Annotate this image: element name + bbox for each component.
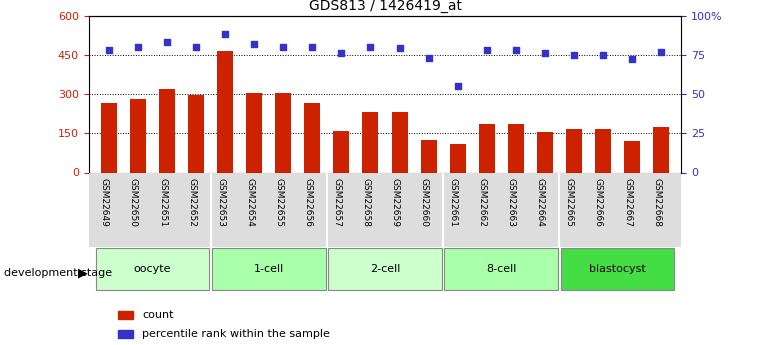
Text: GSM22658: GSM22658 bbox=[361, 178, 370, 227]
FancyBboxPatch shape bbox=[328, 248, 442, 290]
Point bbox=[306, 44, 319, 50]
Text: GSM22668: GSM22668 bbox=[652, 178, 661, 227]
Text: GSM22662: GSM22662 bbox=[477, 178, 487, 227]
Text: oocyte: oocyte bbox=[134, 264, 171, 274]
Bar bbox=[130, 99, 146, 172]
Bar bbox=[624, 141, 640, 172]
Point bbox=[655, 49, 668, 55]
Bar bbox=[363, 112, 379, 172]
Text: count: count bbox=[142, 310, 173, 320]
Text: GSM22660: GSM22660 bbox=[420, 178, 429, 227]
Text: GSM22659: GSM22659 bbox=[390, 178, 400, 227]
Bar bbox=[119, 330, 133, 338]
Point bbox=[567, 52, 580, 58]
FancyBboxPatch shape bbox=[444, 248, 558, 290]
Text: percentile rank within the sample: percentile rank within the sample bbox=[142, 329, 330, 339]
Text: blastocyst: blastocyst bbox=[589, 264, 646, 274]
Point bbox=[219, 32, 231, 37]
FancyBboxPatch shape bbox=[212, 248, 326, 290]
Bar bbox=[304, 103, 320, 172]
Bar bbox=[119, 311, 133, 319]
Point bbox=[161, 39, 173, 45]
Bar bbox=[276, 93, 291, 172]
Point bbox=[597, 52, 609, 58]
Point bbox=[364, 44, 377, 50]
Point bbox=[480, 47, 493, 53]
Text: GSM22661: GSM22661 bbox=[449, 178, 457, 227]
Text: GSM22664: GSM22664 bbox=[536, 178, 545, 227]
Text: GSM22655: GSM22655 bbox=[274, 178, 283, 227]
Text: GSM22652: GSM22652 bbox=[187, 178, 196, 227]
Text: 8-cell: 8-cell bbox=[486, 264, 517, 274]
Bar bbox=[566, 129, 582, 172]
Point bbox=[277, 44, 290, 50]
Text: GSM22649: GSM22649 bbox=[100, 178, 109, 227]
Title: GDS813 / 1426419_at: GDS813 / 1426419_at bbox=[309, 0, 461, 13]
Bar bbox=[101, 103, 117, 172]
Point bbox=[451, 83, 464, 89]
FancyBboxPatch shape bbox=[95, 248, 209, 290]
Text: 1-cell: 1-cell bbox=[253, 264, 284, 274]
Point bbox=[102, 47, 115, 53]
Point bbox=[510, 47, 522, 53]
Text: GSM22657: GSM22657 bbox=[333, 178, 341, 227]
FancyBboxPatch shape bbox=[561, 248, 675, 290]
Bar bbox=[246, 93, 263, 172]
Text: development stage: development stage bbox=[4, 268, 112, 277]
Bar bbox=[420, 140, 437, 172]
Point bbox=[393, 46, 406, 51]
Text: 2-cell: 2-cell bbox=[370, 264, 400, 274]
Bar bbox=[217, 51, 233, 172]
Bar bbox=[450, 144, 466, 172]
Text: GSM22665: GSM22665 bbox=[565, 178, 574, 227]
Text: GSM22651: GSM22651 bbox=[158, 178, 167, 227]
Point bbox=[248, 41, 260, 47]
Bar bbox=[159, 89, 175, 172]
Bar bbox=[391, 112, 407, 172]
Point bbox=[626, 57, 638, 62]
Text: GSM22663: GSM22663 bbox=[507, 178, 516, 227]
Point bbox=[539, 50, 551, 56]
Text: GSM22654: GSM22654 bbox=[245, 178, 254, 227]
Text: GSM22653: GSM22653 bbox=[216, 178, 225, 227]
Bar bbox=[333, 131, 350, 172]
Bar bbox=[595, 129, 611, 172]
Bar bbox=[537, 132, 553, 172]
Text: GSM22666: GSM22666 bbox=[594, 178, 603, 227]
Point bbox=[190, 44, 203, 50]
Bar bbox=[188, 95, 204, 172]
Point bbox=[423, 55, 435, 61]
Text: GSM22656: GSM22656 bbox=[303, 178, 313, 227]
Bar bbox=[653, 127, 669, 172]
Text: GSM22650: GSM22650 bbox=[129, 178, 138, 227]
Point bbox=[132, 44, 144, 50]
Point bbox=[335, 50, 347, 56]
Text: ▶: ▶ bbox=[79, 266, 88, 279]
Bar bbox=[479, 124, 494, 172]
Bar bbox=[507, 124, 524, 172]
Text: GSM22667: GSM22667 bbox=[623, 178, 632, 227]
